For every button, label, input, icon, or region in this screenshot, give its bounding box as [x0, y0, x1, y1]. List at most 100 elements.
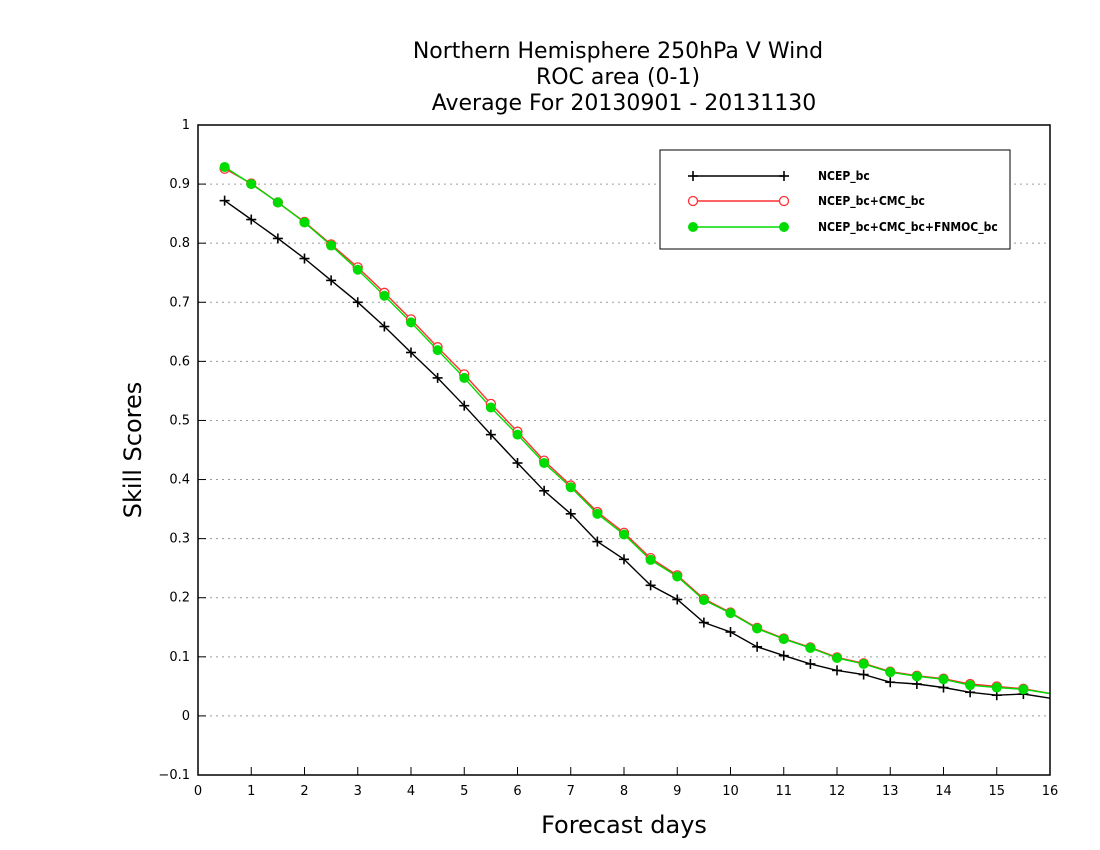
x-tick-label: 16	[1042, 784, 1059, 799]
x-tick-label: 11	[775, 784, 792, 799]
data-point	[379, 321, 390, 332]
data-point	[672, 571, 683, 582]
y-tick-label: 0.8	[169, 236, 190, 251]
legend-marker	[779, 171, 789, 181]
x-tick-label: 2	[300, 784, 308, 799]
data-point	[565, 508, 576, 519]
data-point	[219, 195, 230, 206]
data-point	[672, 594, 683, 605]
y-tick-label: 1	[182, 118, 190, 133]
title-line-1: Northern Hemisphere 250hPa V Wind	[413, 39, 823, 64]
x-tick-label: 15	[988, 784, 1005, 799]
data-point	[512, 429, 523, 440]
x-axis: 0 1 2 3 4 5 6 7 8 9 10 11 12 13 14 15 16	[194, 767, 1058, 799]
y-tick-label: 0.6	[169, 354, 190, 369]
y-tick-label: −0.1	[158, 768, 190, 783]
data-point	[805, 642, 816, 653]
data-point	[885, 677, 896, 688]
data-point	[938, 674, 949, 685]
data-point	[752, 623, 763, 634]
data-point	[485, 402, 496, 413]
data-point	[326, 275, 337, 286]
y-tick-label: 0.2	[169, 591, 190, 606]
data-point	[299, 217, 310, 228]
y-tick-label: 0.1	[169, 650, 190, 665]
data-point	[539, 485, 550, 496]
x-tick-label: 6	[513, 784, 521, 799]
data-point	[246, 214, 257, 225]
y-tick-label: 0	[182, 709, 190, 724]
data-point	[991, 682, 1002, 693]
data-point	[246, 179, 257, 190]
data-point	[432, 372, 443, 383]
data-point	[406, 317, 416, 328]
data-point	[725, 627, 736, 637]
y-tick-label: 0.4	[169, 473, 190, 488]
legend-marker	[779, 222, 789, 232]
y-tick-label: 0.5	[169, 413, 190, 428]
data-point	[832, 665, 842, 676]
data-point	[379, 290, 390, 301]
x-tick-label: 9	[673, 784, 681, 799]
data-point	[805, 658, 816, 669]
x-tick-label: 0	[194, 784, 202, 799]
data-point	[965, 680, 976, 691]
gridlines	[198, 183, 1050, 717]
legend-box	[659, 149, 1011, 250]
x-tick-label: 13	[882, 784, 899, 799]
x-tick-label: 4	[407, 784, 415, 799]
x-tick-label: 14	[935, 784, 952, 799]
x-tick-label: 8	[620, 784, 628, 799]
data-point	[432, 345, 443, 356]
legend-label: NCEP_bc+CMC_bc+FNMOC_bc	[818, 220, 998, 235]
data-point	[725, 608, 736, 619]
data-point	[592, 536, 603, 547]
data-point	[778, 650, 789, 661]
data-point	[539, 458, 550, 468]
data-point	[645, 580, 656, 591]
y-tick-label: 0.9	[169, 177, 190, 192]
data-point	[352, 297, 363, 308]
title-line-2: ROC area (0-1)	[536, 65, 700, 90]
data-point	[406, 347, 416, 358]
data-point	[858, 669, 869, 680]
legend: NCEP_bc NCEP_bc+CMC_bc NCEP_bc+CMC_bc+FNMO…	[659, 149, 1011, 250]
data-point	[619, 554, 629, 565]
legend-marker	[688, 171, 698, 181]
data-point	[352, 264, 363, 275]
legend-marker	[688, 222, 698, 232]
legend-label: NCEP_bc+CMC_bc	[818, 194, 925, 209]
x-tick-label: 7	[567, 784, 575, 799]
chart-title: Northern Hemisphere 250hPa V Wind ROC ar…	[413, 39, 823, 116]
data-point	[752, 641, 763, 652]
y-axis: −0.1 0 0.1 0.2 0.3 0.4 0.5 0.6 0.7 0.8 0.9 1	[158, 118, 206, 783]
legend-marker	[687, 195, 699, 207]
data-point	[619, 529, 629, 540]
data-point	[485, 429, 496, 440]
title-line-3: Average For 20130901 - 20131130	[432, 91, 817, 116]
data-point	[645, 554, 656, 565]
data-point	[299, 253, 310, 264]
data-point	[858, 658, 869, 669]
data-point	[272, 197, 283, 208]
x-axis-title: Forecast days	[541, 811, 707, 839]
data-point	[512, 458, 523, 468]
y-tick-label: 0.7	[169, 295, 190, 310]
data-point	[219, 161, 230, 172]
x-tick-label: 1	[247, 784, 255, 799]
data-point	[459, 400, 470, 411]
data-point	[911, 671, 922, 682]
data-point	[698, 617, 709, 628]
data-point	[592, 508, 603, 519]
x-tick-label: 3	[354, 784, 362, 799]
data-point	[778, 634, 789, 645]
y-axis-title: Skill Scores	[119, 382, 147, 519]
series-markers	[219, 161, 1029, 701]
data-point	[272, 233, 283, 244]
x-tick-label: 5	[460, 784, 468, 799]
data-point	[885, 667, 896, 678]
data-point	[832, 653, 842, 663]
x-tick-label: 12	[829, 784, 846, 799]
x-tick-label: 10	[722, 784, 739, 799]
